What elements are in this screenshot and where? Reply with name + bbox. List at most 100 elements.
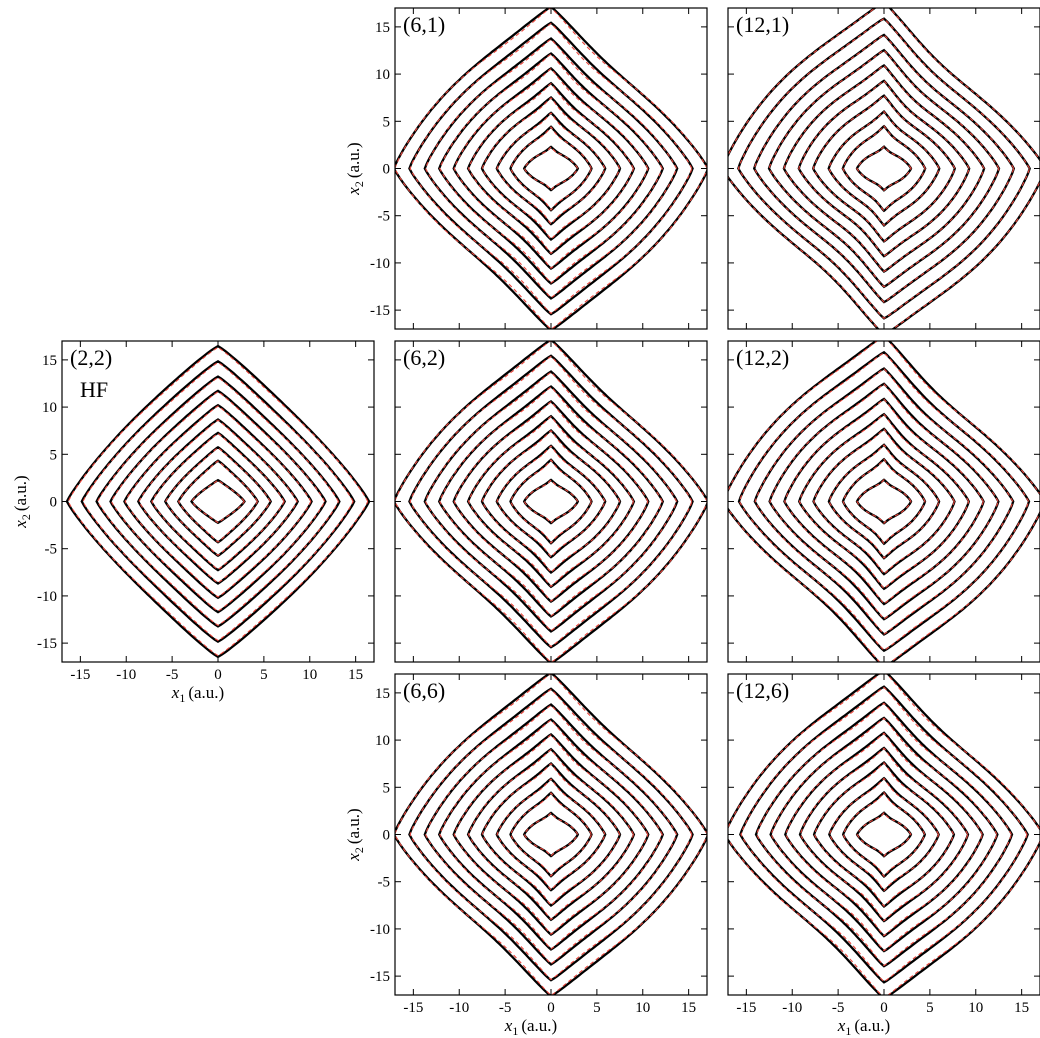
contour-approx	[395, 674, 707, 995]
x-tick-label: -15	[736, 1000, 756, 1016]
contour-exact	[855, 145, 913, 192]
contour-lines	[728, 341, 1040, 662]
contour-approx	[151, 432, 285, 571]
contour-exact	[395, 341, 707, 662]
contour-exact	[828, 776, 940, 893]
contour-approx	[424, 704, 678, 965]
y-tick-label: -15	[37, 636, 57, 652]
contour-lines	[395, 8, 707, 329]
contour-approx	[453, 68, 649, 269]
contour-approx	[728, 8, 1040, 329]
panel-frame	[394, 673, 708, 996]
y-tick-label: -10	[370, 922, 390, 938]
contour-exact	[855, 811, 913, 858]
contour-exact	[123, 403, 313, 600]
panel-sublabel: HF	[80, 377, 108, 402]
contour-approx	[439, 719, 663, 950]
contour-approx	[785, 732, 983, 937]
contour-approx	[481, 763, 621, 906]
contour-approx	[110, 391, 326, 612]
contour-approx	[740, 686, 1028, 983]
contour-approx	[784, 398, 984, 605]
contour-exact	[137, 418, 299, 585]
contour-approx	[842, 791, 926, 878]
contour-approx	[439, 386, 663, 617]
contour-approx	[510, 792, 592, 877]
panel-frame	[727, 673, 1040, 996]
panel-label: (6,6)	[403, 678, 445, 703]
contour-exact	[739, 685, 1029, 984]
y-tick-label: 10	[375, 67, 390, 83]
contour-approx	[799, 747, 969, 922]
y-tick-label: -15	[370, 969, 390, 985]
contour-approx	[768, 49, 1000, 288]
contour-lines	[728, 674, 1040, 995]
x-tick-label: 5	[260, 667, 268, 683]
contour-exact	[95, 375, 341, 628]
contour-approx	[165, 447, 271, 556]
contour-approx	[828, 777, 940, 892]
x-tick-label: 10	[968, 1000, 983, 1016]
contour-exact	[509, 125, 593, 212]
x-tick-label: 10	[302, 667, 317, 683]
y-tick-label: -5	[45, 542, 58, 558]
contour-approx	[783, 64, 985, 273]
x-tick-label: 15	[348, 667, 363, 683]
contour-exact	[395, 674, 707, 995]
contour-approx	[409, 688, 693, 981]
contour-exact	[395, 8, 707, 329]
panel-22: (2,2) HF -15 -10 -5 0 5 10 15 x2(a.u.) -15 -10 -5 0 5 1…	[11, 340, 375, 705]
contour-exact	[480, 762, 622, 907]
panel-label: (12,6)	[736, 678, 789, 703]
contour-approx	[481, 97, 621, 240]
contour-approx	[856, 145, 912, 192]
contour-approx	[812, 94, 956, 243]
contour-exact	[423, 370, 679, 633]
y-axis-label: x2(a.u.)	[344, 142, 366, 195]
x-tick-label: 0	[547, 1000, 555, 1016]
contour-approx	[124, 405, 312, 598]
y-tick-label: 0	[50, 495, 58, 511]
contour-exact	[522, 145, 580, 192]
contour-approx	[82, 361, 354, 642]
contour-exact	[190, 478, 246, 525]
contour-approx	[468, 748, 634, 921]
contour-exact	[408, 354, 694, 649]
contour-exact	[408, 21, 694, 316]
x-tick-label: 15	[1014, 1000, 1029, 1016]
contour-exact	[509, 458, 593, 545]
y-tick-label: 15	[42, 353, 57, 369]
contour-approx	[439, 53, 663, 284]
y-tick-label: 15	[375, 20, 390, 36]
contour-exact	[423, 703, 679, 966]
contour-approx	[138, 419, 298, 584]
contour-exact	[423, 37, 679, 300]
contour-lines	[395, 341, 707, 662]
y-tick-label: 5	[383, 114, 391, 130]
x-tick-label: 5	[926, 1000, 934, 1016]
y-tick-label: -15	[370, 303, 390, 319]
contour-approx	[496, 778, 606, 891]
contour-exact	[728, 674, 1040, 995]
panel-label: (12,1)	[736, 12, 789, 37]
panel-frame	[727, 340, 1040, 663]
contour-exact	[437, 52, 665, 285]
contour-exact	[495, 111, 607, 226]
contour-approx	[453, 401, 649, 602]
contour-exact	[522, 811, 580, 858]
contour-lines	[728, 8, 1040, 329]
panel-66: (6,6) -15 -10 -5 0 5 10 15 x2(a.u.) -15 -10 -5 0 5 10 1…	[344, 673, 708, 1038]
contour-exact	[768, 382, 1000, 621]
contour-approx	[67, 346, 369, 657]
contour-approx	[395, 341, 707, 662]
contour-exact	[408, 687, 694, 982]
panel-122: (12,2)	[727, 340, 1040, 663]
contour-exact	[728, 341, 1040, 662]
contour-exact	[841, 790, 927, 879]
contour-approx	[178, 460, 258, 543]
panel-frame	[727, 7, 1040, 330]
contour-approx	[409, 22, 693, 315]
x-tick-label: -5	[832, 1000, 845, 1016]
x-axis-label: x1 (a.u.)	[504, 1016, 557, 1038]
